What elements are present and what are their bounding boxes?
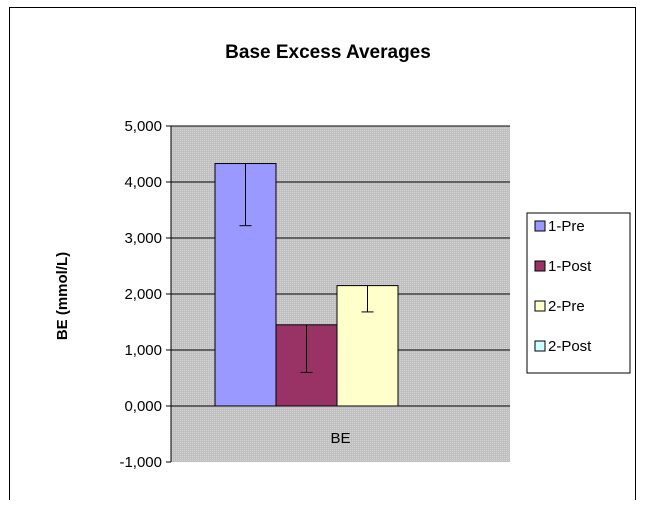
y-tick-label: -1,000 (119, 454, 162, 471)
y-tick-label: 5,000 (124, 118, 162, 135)
legend-swatch (534, 220, 546, 232)
legend-entry: 2-Post (548, 338, 592, 355)
legend-swatch (534, 260, 546, 272)
legend-entry: 2-Pre (548, 298, 585, 315)
y-tick-label: 0,000 (124, 398, 162, 415)
y-tick-label: 1,000 (124, 342, 162, 359)
y-tick-label: 2,000 (124, 286, 162, 303)
chart-title: Base Excess Averages (225, 42, 431, 63)
legend-entry: 1-Pre (548, 218, 585, 235)
legend-swatch (534, 300, 546, 312)
y-axis-label: BE (mmol/L) (54, 252, 71, 340)
x-tick-label: BE (330, 430, 350, 447)
y-tick-label: 3,000 (124, 230, 162, 247)
legend-entry: 1-Post (548, 258, 592, 275)
bar-2-pre (336, 285, 399, 407)
legend-swatch (534, 340, 546, 352)
y-tick-label: 4,000 (124, 174, 162, 191)
